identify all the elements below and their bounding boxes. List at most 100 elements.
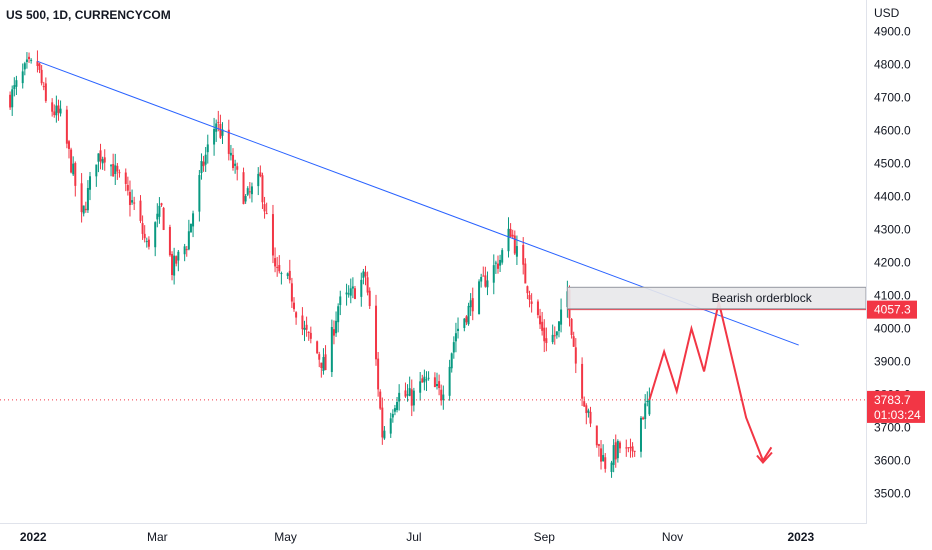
- candle-body: [480, 277, 483, 282]
- candle-body: [206, 144, 209, 153]
- candle-body: [74, 163, 77, 186]
- candle-body: [442, 394, 445, 401]
- candle-body: [274, 258, 277, 267]
- candle-body: [377, 358, 380, 390]
- candle-body: [642, 417, 645, 420]
- candle-body: [82, 205, 85, 214]
- candle-body: [112, 164, 115, 177]
- candle-body: [478, 281, 481, 315]
- candle-body: [541, 321, 544, 331]
- candle-body: [70, 149, 73, 173]
- last-price-value: 3783.7: [874, 393, 911, 407]
- candle-body: [600, 448, 603, 462]
- x-tick-label: 2022: [20, 530, 47, 544]
- candle-body: [614, 442, 617, 460]
- candle-body: [572, 336, 575, 347]
- candle-body: [143, 233, 146, 239]
- candle-body: [65, 109, 68, 144]
- candle-body: [128, 191, 131, 206]
- candle-body: [345, 292, 348, 295]
- candle-body: [524, 263, 527, 284]
- candle-body: [469, 300, 472, 308]
- candle-body: [440, 389, 443, 401]
- candle-body: [528, 294, 531, 300]
- candle-body: [229, 152, 232, 156]
- candle-body: [633, 450, 636, 452]
- last-price-countdown: 01:03:24: [874, 408, 921, 422]
- candle-body: [189, 223, 192, 233]
- candle-body: [80, 183, 83, 213]
- y-tick-label: 4600.0: [874, 124, 911, 138]
- y-tick-label: 4000.0: [874, 322, 911, 336]
- candle-body: [553, 335, 556, 337]
- candle-body: [330, 327, 333, 373]
- candle-body: [171, 254, 174, 276]
- candle-body: [408, 388, 411, 396]
- candle-body: [551, 334, 554, 343]
- candle-body: [324, 354, 327, 371]
- candle-body: [55, 105, 58, 116]
- x-tick-label: 2023: [787, 530, 814, 544]
- candle-body: [627, 447, 630, 449]
- candle-body: [162, 207, 165, 230]
- candle-body: [436, 384, 438, 386]
- candle-body: [288, 270, 291, 281]
- y-tick-label: 4400.0: [874, 190, 911, 204]
- candle-body: [398, 392, 401, 402]
- candle-body: [248, 191, 251, 193]
- candle-body: [457, 328, 460, 331]
- candle-body: [618, 442, 621, 449]
- candle-body: [110, 165, 113, 167]
- candle-body: [59, 108, 62, 114]
- candle-body: [347, 293, 350, 295]
- candle-body: [543, 327, 546, 342]
- candle-body: [530, 301, 533, 304]
- candle-body: [263, 204, 266, 212]
- candle-body: [463, 318, 466, 328]
- candle-body: [536, 301, 539, 316]
- candle-body: [154, 222, 157, 248]
- candle-body: [339, 296, 342, 306]
- candle-body: [97, 153, 100, 162]
- candle-body: [610, 462, 613, 472]
- candle-body: [301, 315, 304, 330]
- candle-body: [271, 214, 274, 256]
- candle-body: [200, 161, 203, 174]
- candle-body: [57, 105, 60, 113]
- y-tick-label: 4500.0: [874, 157, 911, 171]
- candle-body: [351, 286, 354, 289]
- candle-body: [585, 405, 588, 414]
- y-tick-label: 3500.0: [874, 487, 911, 501]
- candle-body: [353, 288, 356, 299]
- candle-body: [175, 256, 178, 264]
- x-tick-label: Sep: [534, 530, 556, 544]
- projection-arrowhead: [756, 451, 773, 465]
- candle-body: [509, 228, 512, 237]
- candle-body: [421, 378, 424, 383]
- candle-body: [309, 332, 312, 339]
- candle-body: [44, 83, 47, 101]
- candle-body: [625, 447, 628, 449]
- candles: [9, 50, 651, 478]
- candle-body: [290, 283, 293, 302]
- y-tick-label: 4800.0: [874, 58, 911, 72]
- candle-body: [95, 164, 98, 177]
- candle-body: [139, 200, 142, 221]
- candle-body: [381, 407, 384, 438]
- candle-body: [612, 445, 615, 465]
- candle-body: [13, 85, 16, 90]
- candle-body: [145, 241, 148, 243]
- candle-body: [198, 175, 201, 212]
- candle-body: [412, 390, 415, 406]
- candle-body: [84, 208, 87, 211]
- candle-body: [265, 213, 268, 215]
- candle-body: [515, 246, 518, 257]
- candle-body: [286, 273, 289, 276]
- candle-body: [204, 154, 207, 165]
- candle-body: [501, 250, 504, 263]
- candle-body: [278, 265, 281, 272]
- last-price-tag: [867, 390, 925, 423]
- candle-body: [316, 341, 319, 354]
- candle-body: [574, 347, 577, 364]
